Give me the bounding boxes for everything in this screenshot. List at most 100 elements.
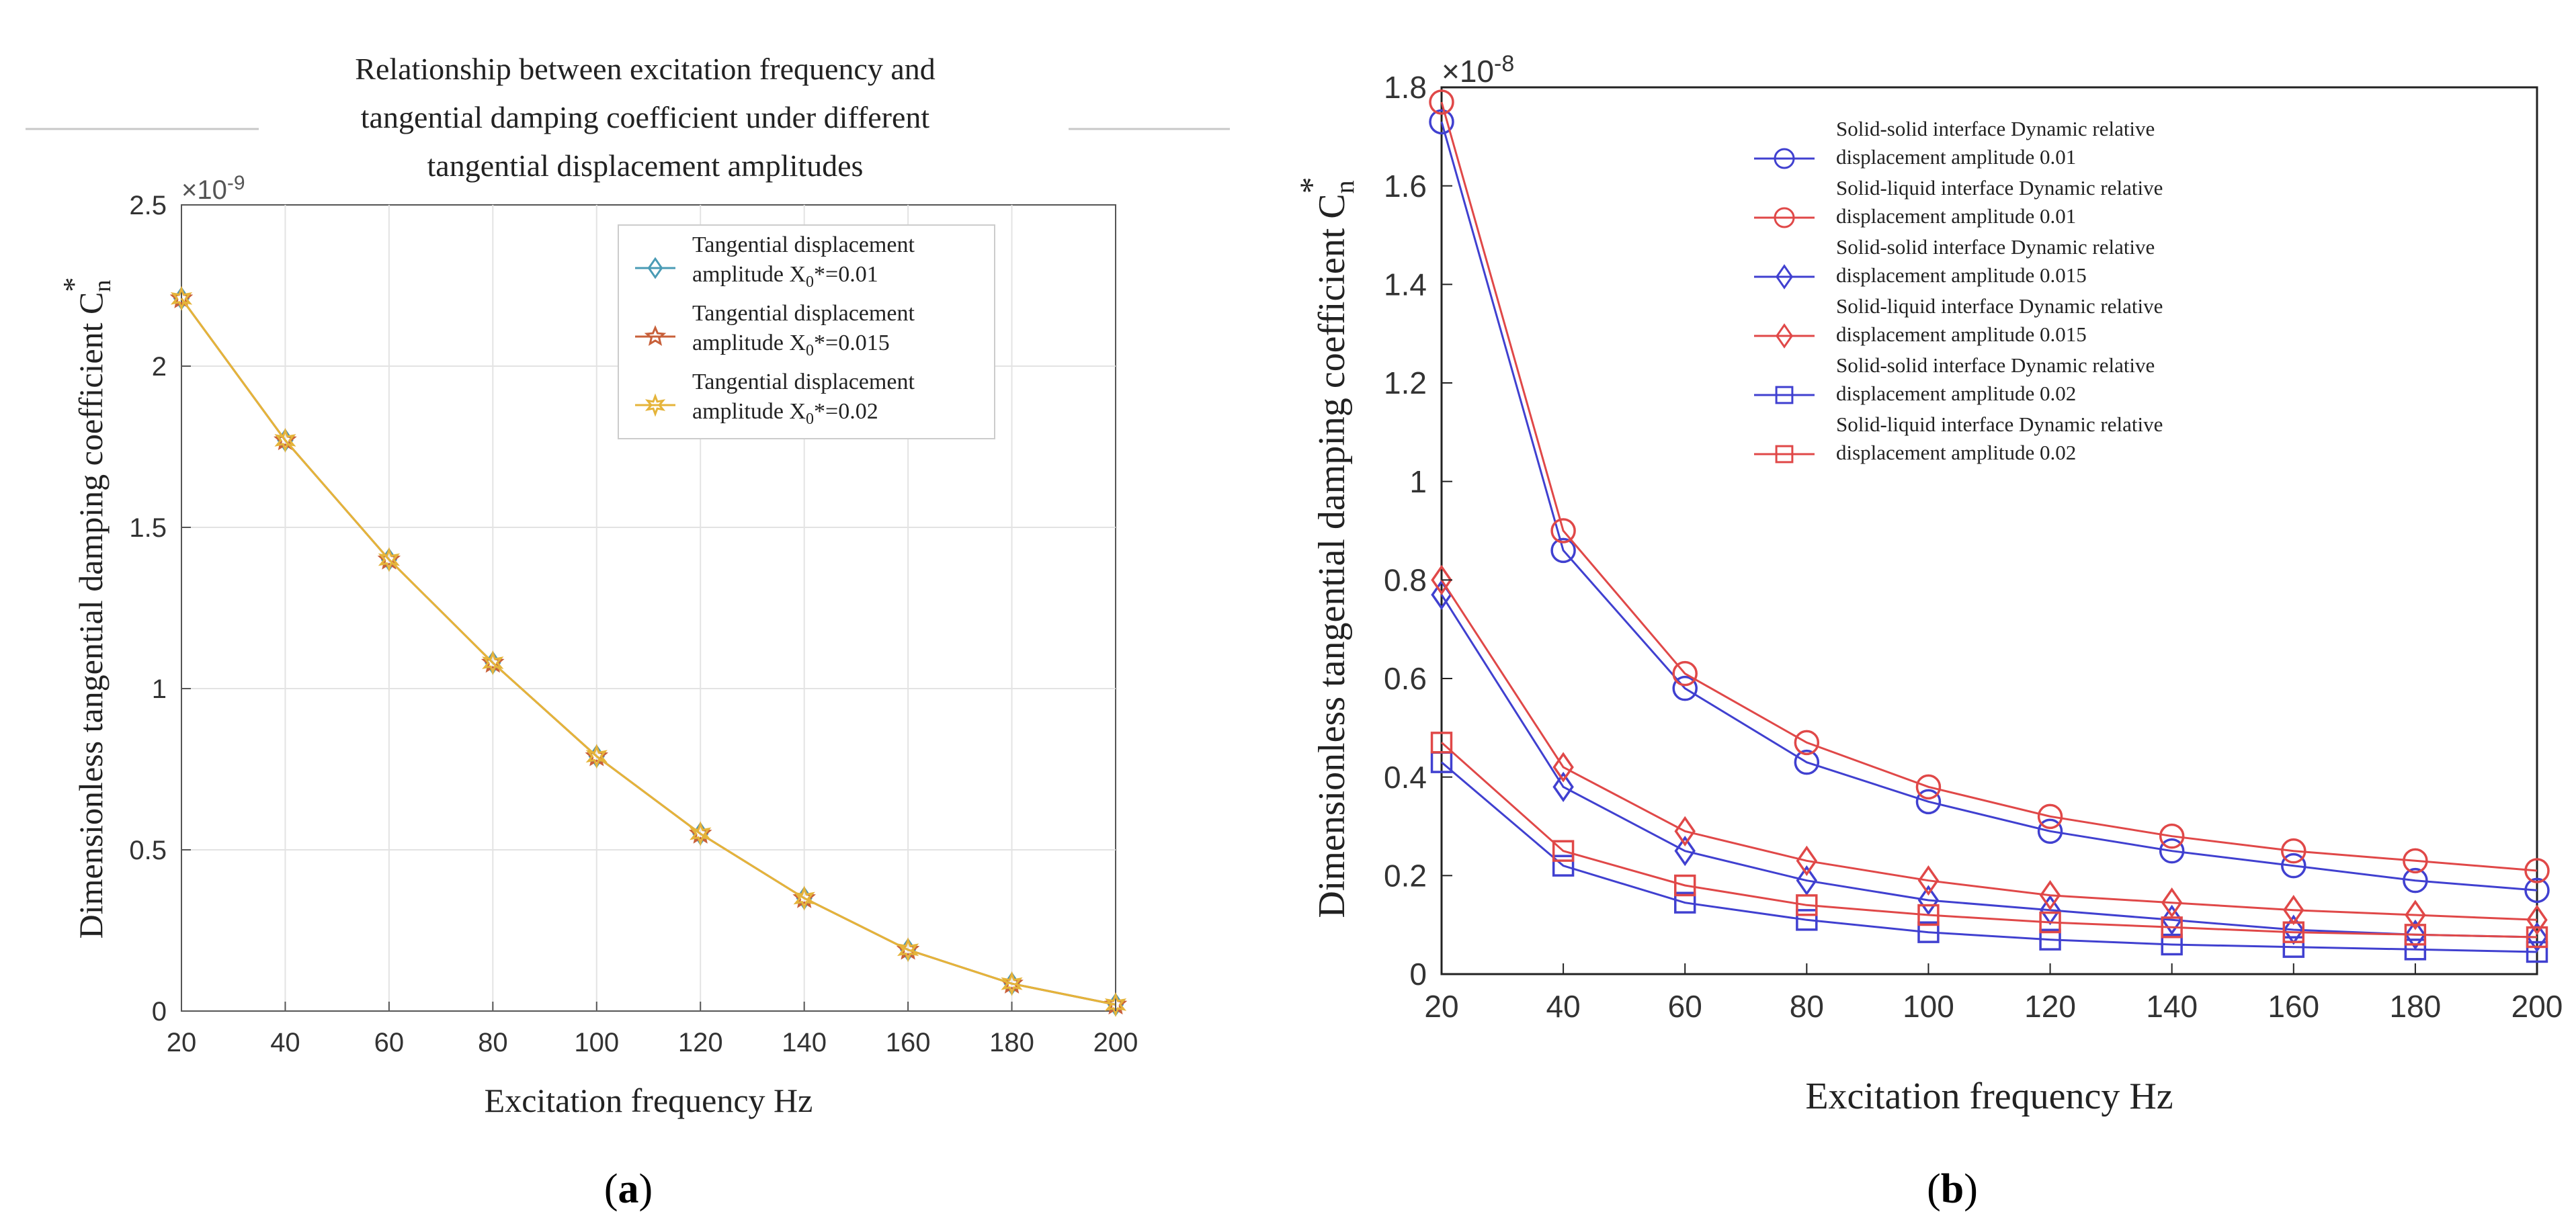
y-tick-label: 1 bbox=[1409, 464, 1427, 499]
data-point bbox=[2403, 867, 2428, 893]
data-point bbox=[897, 937, 919, 963]
y-tick-label: 0.8 bbox=[1384, 562, 1427, 597]
data-point bbox=[274, 427, 296, 453]
data-point bbox=[1674, 874, 1696, 897]
legend-marker bbox=[1775, 323, 1794, 349]
legend: Solid-solid interface Dynamic relative di… bbox=[1754, 117, 2163, 464]
data-point bbox=[2161, 933, 2183, 956]
series-group bbox=[169, 286, 1128, 1017]
data-point bbox=[2282, 921, 2304, 943]
data-point bbox=[1917, 885, 1940, 916]
x-tick-label: 80 bbox=[1790, 989, 1824, 1024]
legend-label-line-2: displacement amplitude 0.015 bbox=[1836, 263, 2087, 287]
legend-label-line-2: displacement amplitude 0.02 bbox=[1836, 441, 2076, 464]
x-tick-label: 160 bbox=[886, 1028, 931, 1057]
data-point bbox=[2404, 939, 2427, 961]
series-group bbox=[1429, 89, 2550, 963]
y-tick-label: 0 bbox=[1409, 957, 1427, 992]
data-point bbox=[2526, 922, 2548, 953]
data-point bbox=[1552, 840, 1575, 862]
data-point bbox=[2037, 818, 2063, 844]
legend-label-line-1: Solid-solid interface Dynamic relative bbox=[1836, 353, 2155, 377]
legend-marker bbox=[644, 324, 667, 346]
legend: Tangential displacement amplitude X0*=0.0… bbox=[618, 224, 995, 439]
data-point bbox=[2281, 853, 2307, 879]
legend-marker bbox=[1775, 445, 1794, 464]
legend-marker bbox=[647, 257, 663, 279]
data-point bbox=[2405, 919, 2426, 950]
data-point bbox=[2524, 858, 2550, 883]
data-point bbox=[2161, 887, 2183, 918]
series-line bbox=[180, 298, 1116, 1006]
y-tick-label: 0.6 bbox=[1384, 661, 1427, 696]
panel-caption: (b) bbox=[1927, 1166, 1978, 1212]
series-3 bbox=[170, 286, 1127, 1017]
data-point bbox=[1550, 537, 1576, 564]
legend-label-line-1: Solid-liquid interface Dynamic relative bbox=[1836, 412, 2163, 436]
data-point bbox=[1552, 855, 1575, 877]
data-point bbox=[1674, 891, 1696, 914]
series-1 bbox=[1429, 109, 2550, 904]
data-point bbox=[1104, 992, 1127, 1017]
x-axis-label: Excitation frequency Hz bbox=[485, 1082, 813, 1119]
legend-label-line-1: Solid-solid interface Dynamic relative bbox=[1836, 117, 2155, 140]
y-tick-label: 0.5 bbox=[129, 836, 167, 865]
legend-label-line-1: Solid-solid interface Dynamic relative bbox=[1836, 235, 2155, 259]
y-tick-label: 0.4 bbox=[1384, 760, 1427, 795]
data-point bbox=[170, 286, 193, 311]
data-point bbox=[2526, 904, 2548, 935]
y-tick-labels: 0 0.2 0.4 0.6 0.8 1 1.2 1.4 1.6 1.8 bbox=[1384, 70, 1452, 992]
series-line bbox=[1440, 594, 2538, 939]
x-tick-label: 40 bbox=[270, 1028, 300, 1057]
legend-marker bbox=[1774, 207, 1795, 228]
x-tick-label: 80 bbox=[478, 1028, 508, 1057]
data-point bbox=[1430, 732, 1453, 754]
data-point bbox=[1796, 894, 1818, 916]
data-point bbox=[1674, 816, 1696, 846]
x-tick-label: 40 bbox=[1546, 989, 1581, 1024]
data-point bbox=[2281, 838, 2307, 864]
legend-label-line-1: Solid-liquid interface Dynamic relative bbox=[1836, 294, 2163, 318]
data-point bbox=[2405, 900, 2426, 930]
series-line bbox=[1440, 121, 2538, 891]
x-tick-label: 60 bbox=[1668, 989, 1702, 1024]
data-point bbox=[1915, 774, 1942, 800]
data-point bbox=[1796, 845, 1818, 876]
y-tick-label: 2 bbox=[152, 352, 167, 382]
axis-multiplier: ×10-8 bbox=[1442, 51, 1514, 89]
chart-title-line-1: Relationship between excitation frequenc… bbox=[355, 52, 935, 86]
data-point bbox=[1917, 904, 1940, 926]
panel-caption: (a) bbox=[604, 1166, 653, 1212]
data-point bbox=[1001, 971, 1023, 996]
plot-area bbox=[1440, 86, 2538, 975]
data-point bbox=[1794, 749, 1820, 775]
legend-box bbox=[618, 224, 995, 439]
x-tick-label: 140 bbox=[2146, 989, 2198, 1024]
legend-label-line-1: Tangential displacement bbox=[692, 232, 915, 257]
data-point bbox=[2282, 936, 2304, 958]
series-2 bbox=[1429, 89, 2550, 883]
data-point bbox=[690, 821, 712, 846]
legend-label-line-2: displacement amplitude 0.015 bbox=[1836, 322, 2087, 346]
y-tick-label: 1.8 bbox=[1384, 70, 1427, 105]
legend-label-line-2: amplitude X0*=0.02 bbox=[692, 399, 878, 428]
legend-label-line-2: displacement amplitude 0.02 bbox=[1836, 382, 2076, 405]
series-6 bbox=[1430, 732, 2548, 949]
data-point bbox=[2159, 838, 2185, 864]
panel-a: Relationship between excitation frequenc… bbox=[26, 52, 1230, 1212]
chart-title-line-3: tangential displacement amplitudes bbox=[427, 148, 864, 183]
legend-label-line-2: displacement amplitude 0.01 bbox=[1836, 204, 2076, 228]
x-tick-label: 160 bbox=[2268, 989, 2319, 1024]
legend-label-line-2: amplitude X0*=0.01 bbox=[692, 262, 878, 291]
y-tick-label: 1.4 bbox=[1384, 267, 1427, 302]
data-point bbox=[2524, 877, 2550, 904]
y-tick-label: 1 bbox=[152, 674, 167, 704]
series-line bbox=[1441, 761, 2538, 953]
y-axis-label: Dimensionless tangential damping coeffic… bbox=[1292, 177, 1360, 918]
data-point bbox=[2526, 941, 2548, 963]
x-tick-labels: 20 40 60 80 100 120 140 160 180 200 bbox=[1424, 963, 2563, 1024]
legend-marker bbox=[645, 393, 666, 417]
series-line bbox=[1441, 742, 2538, 939]
x-tick-label: 120 bbox=[678, 1028, 723, 1057]
y-axis-label: Dimensionless tangential damping coeffic… bbox=[57, 277, 116, 939]
